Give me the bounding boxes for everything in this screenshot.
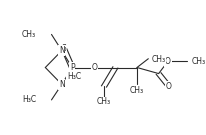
Text: CH₃: CH₃	[192, 57, 206, 66]
Text: CH₃: CH₃	[97, 97, 111, 106]
Text: CH₃: CH₃	[22, 30, 36, 39]
Text: O: O	[165, 57, 171, 66]
Text: H₃C: H₃C	[67, 72, 81, 81]
Text: N: N	[59, 80, 65, 89]
Text: P: P	[70, 63, 74, 72]
Text: O: O	[92, 63, 98, 72]
Text: H₃C: H₃C	[22, 95, 36, 104]
Text: N: N	[59, 46, 65, 55]
Text: S: S	[61, 44, 66, 53]
Text: O: O	[166, 82, 172, 91]
Text: CH₃: CH₃	[130, 86, 144, 95]
Text: CH₃: CH₃	[151, 55, 166, 64]
